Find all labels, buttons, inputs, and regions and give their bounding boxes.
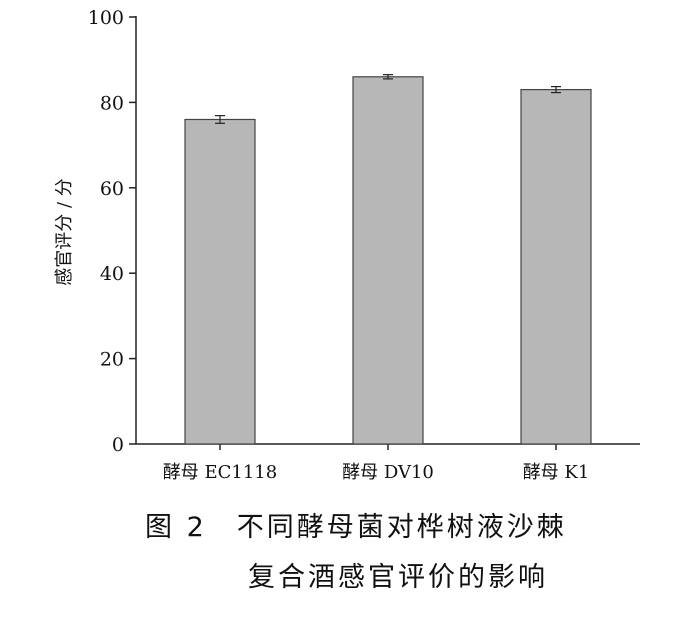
- error-bar-1: [215, 115, 225, 124]
- y-tick-label: 100: [88, 7, 124, 29]
- x-axis: 酵母 EC1118 酵母 DV10 酵母 K1: [136, 443, 640, 483]
- bars-group: [184, 74, 592, 445]
- x-tick-label: 酵母 K1: [523, 462, 590, 483]
- x-tick-label: 酵母 DV10: [342, 462, 434, 483]
- bar-2: [352, 76, 424, 445]
- bar-3: [520, 88, 592, 445]
- figure-caption-line-2: 复合酒感官评价的影响: [248, 562, 548, 593]
- y-tick-label: 40: [100, 263, 124, 285]
- y-tick-label: 60: [100, 178, 124, 200]
- error-bar-2: [383, 74, 393, 80]
- y-axis-label: 感官评分 / 分: [54, 178, 75, 286]
- y-axis: 0 20 40 60 80 100: [88, 7, 137, 456]
- y-tick-label: 20: [100, 349, 124, 371]
- y-tick-label: 80: [100, 92, 124, 114]
- error-bar-3: [551, 86, 561, 94]
- bar-1: [184, 118, 256, 445]
- y-tick-label: 0: [112, 434, 124, 456]
- figure-caption-line-1: 图 2 不同酵母菌对桦树液沙棘: [145, 512, 567, 543]
- bar-chart: 0 20 40 60 80 100 酵母 EC1118 酵母 DV10 酵母 K1 感官评分 …: [54, 7, 640, 483]
- x-tick-label: 酵母 EC1118: [163, 462, 277, 483]
